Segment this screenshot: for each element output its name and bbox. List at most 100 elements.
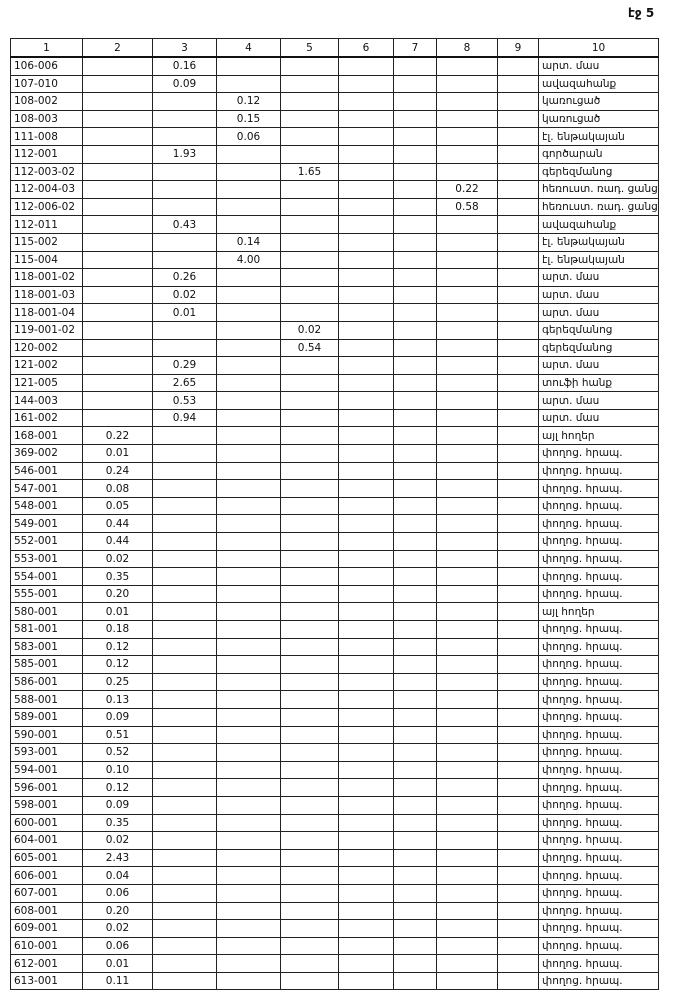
table-cell [497,725,539,745]
table-cell: փողոց. հրապ. [538,461,659,481]
table-cell [393,250,437,270]
table-cell: 552-001 [10,532,83,551]
table-cell [393,532,437,551]
table-cell [338,549,394,569]
table-cell [436,250,498,270]
table-cell [497,637,539,657]
table-cell [216,56,281,76]
table-cell [338,620,394,639]
table-cell [436,760,498,780]
table-cell [152,866,217,885]
table-cell [393,303,437,322]
table-cell [497,215,539,234]
table-cell: 1.65 [280,162,339,182]
table-row: 112-003-02 1.65 գերեզմանոց [10,162,659,182]
table-row: 607-001 0.06 փողոց. հրապ. [10,883,659,903]
table-cell: 0.13 [82,690,153,709]
table-cell [280,514,339,534]
table-cell [436,954,498,973]
table-cell [393,426,437,446]
table-cell: 369-002 [10,444,83,463]
table-cell: 4.00 [216,250,281,270]
table-cell [216,532,281,551]
table-cell [436,620,498,639]
table-cell [216,831,281,850]
table-cell [280,866,339,885]
table-row: 588-001 0.13 փողոց. հրապ. [10,690,659,709]
table-cell [436,883,498,903]
table-cell: ավազահանք [538,74,659,94]
table-cell [393,954,437,973]
table-cell: 0.01 [152,303,217,322]
table-row: 586-001 0.25 փողոց. հրապ. [10,672,659,692]
table-row: 613-001 0.11 փողոց. հրապ. [10,971,659,991]
table-cell [216,320,281,340]
table-cell: 580-001 [10,602,83,621]
table-cell [152,479,217,498]
table-cell [436,92,498,111]
table-cell: փողոց. հրապ. [538,831,659,850]
table-cell [338,215,394,234]
table-cell: 546-001 [10,461,83,481]
table-cell [497,109,539,129]
table-cell [393,514,437,534]
table-row: 144-003 0.53 արտ. մաս [10,391,659,410]
table-cell: 0.09 [82,795,153,815]
table-cell [436,373,498,393]
table-cell: 0.26 [152,268,217,287]
table-cell [436,672,498,692]
table-cell [280,567,339,586]
table-cell [393,760,437,780]
table-cell: 606-001 [10,866,83,885]
table-cell [280,919,339,938]
table-cell: 108-003 [10,109,83,129]
table-cell [216,725,281,745]
table-cell [338,56,394,76]
table-cell: 0.18 [82,620,153,639]
table-cell [497,250,539,270]
table-cell [393,725,437,745]
table-cell [338,232,394,252]
table-cell: 554-001 [10,567,83,586]
table-cell [436,514,498,534]
table-cell [497,232,539,252]
table-cell [338,584,394,604]
table-cell [393,479,437,498]
table-cell [152,743,217,762]
table-cell [152,620,217,639]
table-cell [393,320,437,340]
table-cell: 0.04 [82,866,153,885]
table-cell [280,655,339,674]
table-cell [436,338,498,358]
table-cell [338,725,394,745]
table-cell [82,250,153,270]
table-cell [497,461,539,481]
table-cell [216,303,281,322]
table-row: 546-001 0.24 փողոց. հրապ. [10,461,659,481]
table-cell [436,56,498,76]
table-cell [393,672,437,692]
table-cell [338,795,394,815]
table-cell: արտ. մաս [538,56,659,76]
table-cell: 106-006 [10,56,83,76]
table-cell [152,92,217,111]
table-cell [152,250,217,270]
table-cell [280,92,339,111]
table-cell [497,602,539,621]
table-cell [338,532,394,551]
table-cell [82,356,153,375]
table-cell: փողոց. հրապ. [538,760,659,780]
table-cell [152,725,217,745]
table-cell [280,690,339,709]
table-row: 606-001 0.04 փողոց. հրապ. [10,866,659,885]
table-cell [497,444,539,463]
table-cell [216,479,281,498]
table-cell [436,444,498,463]
table-cell: 161-002 [10,408,83,428]
table-cell [280,461,339,481]
table-cell: 581-001 [10,620,83,639]
table-cell: ավազահանք [538,215,659,234]
table-cell [393,109,437,129]
table-cell [338,707,394,727]
